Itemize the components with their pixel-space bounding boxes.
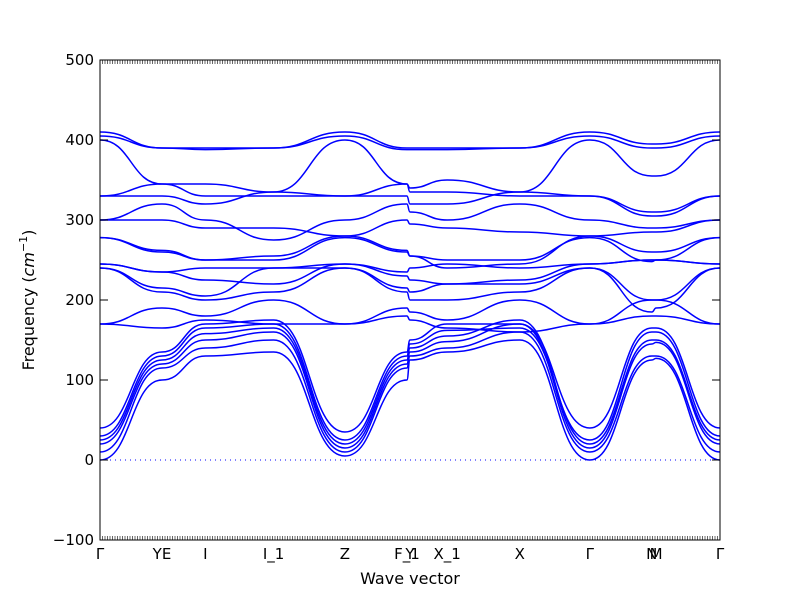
y-axis-title: Frequency (cm−1) [17, 230, 38, 371]
phonon-branch-6 [99, 319, 721, 433]
phonon-branch-4 [99, 319, 721, 445]
phonon-branch-14 [99, 235, 721, 269]
x-tick-label: Γ [96, 545, 105, 563]
phonon-branch-20 [99, 135, 721, 151]
phonon-branch-21 [99, 131, 721, 149]
x-ticks: Γ YE I I_1 Z F_1Y X_1 X Γ NM Γ [96, 545, 725, 564]
phonon-branch-18 [99, 183, 721, 213]
phonon-branch-9 [99, 267, 721, 313]
x-tick-label: M [650, 545, 663, 563]
phonon-branch-16 [99, 203, 721, 241]
y-axis-title-exponent: −1 [17, 236, 30, 252]
minor-ticks [99, 60, 721, 540]
x-tick-label: Y [404, 545, 415, 563]
x-tick-label: N [646, 545, 657, 563]
y-tick-label: 200 [65, 291, 94, 309]
x-tick-label: Γ [716, 545, 725, 563]
phonon-branch-5 [99, 323, 721, 441]
x-tick-label: X_1 [434, 545, 461, 564]
x-tick-label: F_1 [394, 545, 420, 564]
x-tick-label: I_1 [263, 545, 284, 564]
phonon-branch-1 [99, 339, 721, 461]
y-tick-label: 0 [84, 451, 94, 469]
y-axis-title-unit: cm [19, 252, 38, 276]
phonon-branch-19 [99, 139, 721, 193]
y-ticks: −100 0 100 200 300 400 500 [53, 51, 720, 549]
y-axis-title-prefix: Frequency ( [19, 276, 38, 370]
x-tick-label: Z [340, 545, 350, 563]
series-layer [99, 131, 721, 461]
x-tick-label: Γ [586, 545, 595, 563]
phonon-branch-7 [99, 315, 721, 333]
phonon-branch-2 [99, 331, 721, 453]
y-axis-title-suffix: ) [19, 230, 38, 236]
x-axis-title: Wave vector [360, 569, 460, 588]
x-tick-label: I [203, 545, 207, 563]
phonon-branch-12 [99, 259, 721, 273]
phonon-branch-15 [100, 219, 721, 237]
x-tick-label: X [515, 545, 525, 563]
phonon-branch-3 [99, 323, 721, 449]
y-tick-label: 500 [65, 51, 94, 69]
y-tick-label: 300 [65, 211, 94, 229]
y-tick-label: 100 [65, 371, 94, 389]
phonon-branch-17 [100, 191, 721, 217]
y-tick-label: −100 [53, 531, 94, 549]
y-tick-label: 400 [65, 131, 94, 149]
x-tick-label: YE [152, 545, 172, 563]
phonon-branch-10 [99, 267, 721, 301]
